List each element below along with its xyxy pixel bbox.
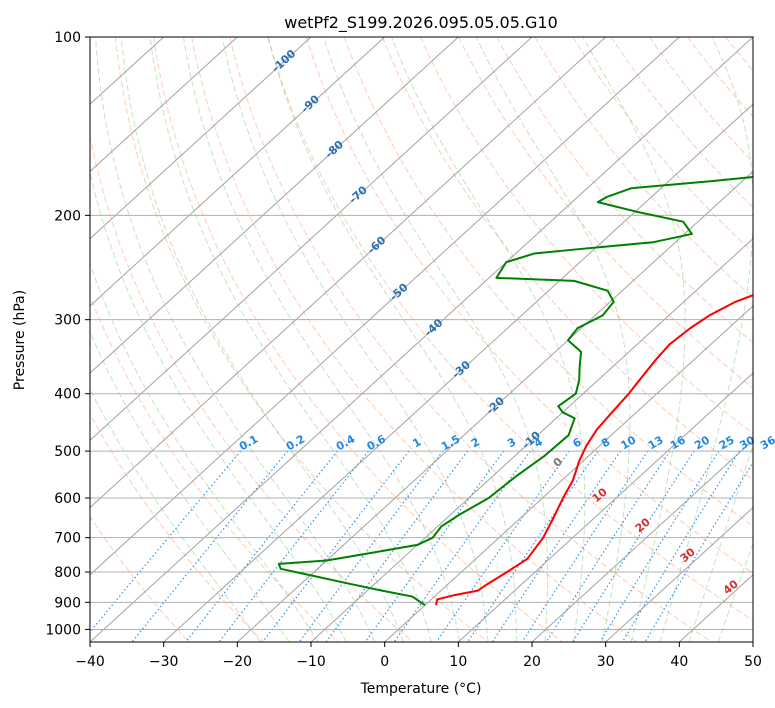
- isotherm-line: [384, 305, 753, 642]
- profile-line-1: [435, 294, 753, 606]
- x-tick-label: 40: [670, 654, 688, 670]
- dry-adiabat: [610, 37, 753, 209]
- x-axis: −40 −30 −20 −10 0 10 20 30 40 50: [75, 642, 762, 670]
- x-tick-label: 30: [597, 654, 615, 670]
- dry-adiabat: [381, 37, 753, 481]
- dry-adiabat: [153, 37, 563, 642]
- isotherm-line: [90, 37, 459, 374]
- x-tick-label: 50: [744, 654, 762, 670]
- moist-adiabat: [120, 37, 404, 642]
- isotherm-line: [90, 37, 533, 442]
- isotherm-line: [605, 506, 753, 642]
- moist-adiabat: [391, 37, 586, 642]
- y-tick-label: 700: [54, 531, 81, 547]
- isotherm-line: [90, 37, 753, 642]
- mixing-ratio-line: [599, 450, 720, 642]
- isotherm-line: [90, 37, 680, 576]
- isotherm-line: [90, 37, 312, 240]
- y-tick-label: 500: [54, 444, 81, 460]
- profile-series: [277, 175, 753, 607]
- y-tick-label: 800: [54, 565, 81, 581]
- dry-adiabat: [229, 37, 713, 642]
- x-tick-label: 20: [523, 654, 541, 670]
- isotherm-line: [531, 439, 753, 642]
- dry-adiabat: [90, 412, 264, 642]
- moist-adiabat: [688, 443, 753, 642]
- dry-adiabat: [267, 37, 753, 622]
- mixing-ratio-line: [325, 450, 469, 642]
- mixing-ratio-line: [90, 450, 242, 634]
- moist-adiabat: [90, 388, 261, 642]
- profile-line-2: [277, 175, 753, 607]
- moist-adiabat: [90, 262, 319, 642]
- y-tick-label: 200: [54, 208, 81, 224]
- y-tick-label: 600: [54, 491, 81, 507]
- moist-adiabat: [182, 37, 461, 642]
- y-tick-label: 1000: [45, 622, 81, 638]
- dry-adiabat: [191, 37, 638, 642]
- moist-adiabat: [267, 37, 517, 642]
- dry-adiabat: [496, 37, 753, 344]
- mixing-ratio-line: [435, 450, 570, 642]
- isotherm-line: [310, 237, 753, 642]
- plot-frame: [89, 36, 754, 643]
- y-tick-label: 400: [54, 387, 81, 403]
- moist-adiabat: [323, 37, 549, 642]
- dry-adiabat: [648, 37, 753, 163]
- mixing-ratio-line: [521, 450, 649, 642]
- x-tick-label: 10: [449, 654, 467, 670]
- x-tick-label: −30: [149, 654, 179, 670]
- moist-adiabat: [95, 37, 376, 642]
- x-axis-label: Temperature (°C): [360, 681, 482, 697]
- moist-adiabat: [582, 37, 686, 642]
- dry-adiabat: [305, 37, 753, 574]
- moist-adiabat: [90, 170, 347, 642]
- isotherm-line: [90, 37, 607, 509]
- x-tick-label: −20: [223, 654, 253, 670]
- dry-adiabat: [534, 37, 753, 299]
- y-tick-label: 300: [54, 313, 81, 329]
- mixing-ratio-label: 36: [758, 433, 775, 452]
- moist-adiabat: [90, 330, 290, 642]
- isotherm-line: [457, 372, 753, 642]
- x-tick-label: −10: [296, 654, 326, 670]
- dry-adiabat: [343, 37, 753, 527]
- y-tick-label: 900: [54, 595, 81, 611]
- dry-adiabat: [90, 294, 339, 642]
- chart-title: wetPf2_S199.2026.095.05.05.G10: [284, 13, 558, 33]
- mixing-ratio-line: [621, 450, 740, 642]
- moist-adiabat: [475, 37, 631, 642]
- background-reference-lines: [90, 37, 753, 642]
- isotherm-line: [90, 37, 386, 307]
- mixing-ratio-line: [298, 450, 444, 642]
- isotherm-line: [90, 37, 238, 173]
- moist-adiabat: [659, 37, 753, 642]
- mixing-ratio-line: [185, 450, 339, 642]
- moist-adiabat: [149, 37, 432, 642]
- x-tick-label: −40: [75, 654, 105, 670]
- y-axis: 1000 900 800 700 600 500 400 300 200 100: [45, 30, 90, 638]
- y-axis-label: Pressure (hPa): [12, 290, 28, 390]
- isotherm-line: [163, 103, 753, 642]
- mixing-ratio-line: [218, 450, 369, 642]
- x-tick-label: 0: [380, 654, 389, 670]
- y-tick-label: 100: [54, 30, 81, 46]
- dry-adiabat: [90, 515, 190, 642]
